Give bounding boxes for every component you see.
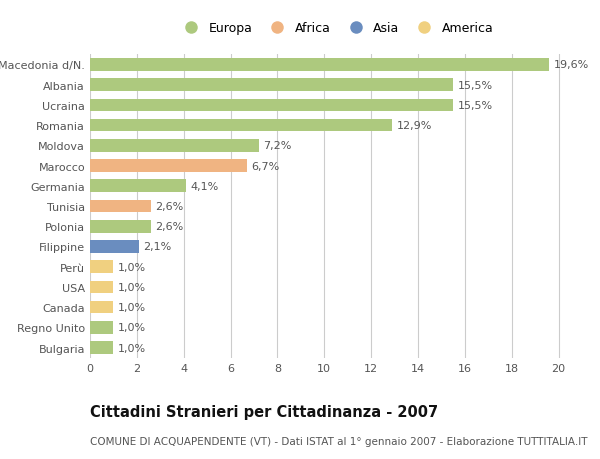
Text: 1,0%: 1,0% bbox=[118, 262, 146, 272]
Text: 1,0%: 1,0% bbox=[118, 302, 146, 313]
Bar bbox=[90, 281, 113, 294]
Bar bbox=[90, 119, 392, 132]
Text: 1,0%: 1,0% bbox=[118, 323, 146, 333]
Bar bbox=[90, 220, 151, 233]
Bar bbox=[90, 341, 113, 354]
Text: 15,5%: 15,5% bbox=[457, 80, 493, 90]
Text: 2,6%: 2,6% bbox=[155, 222, 184, 232]
Bar bbox=[90, 160, 247, 173]
Text: 19,6%: 19,6% bbox=[553, 60, 589, 70]
Bar bbox=[90, 321, 113, 334]
Text: 15,5%: 15,5% bbox=[457, 101, 493, 111]
Text: COMUNE DI ACQUAPENDENTE (VT) - Dati ISTAT al 1° gennaio 2007 - Elaborazione TUTT: COMUNE DI ACQUAPENDENTE (VT) - Dati ISTA… bbox=[90, 436, 587, 446]
Text: 1,0%: 1,0% bbox=[118, 282, 146, 292]
Bar bbox=[90, 59, 549, 72]
Bar bbox=[90, 180, 186, 193]
Bar bbox=[90, 261, 113, 274]
Text: 7,2%: 7,2% bbox=[263, 141, 291, 151]
Bar bbox=[90, 99, 453, 112]
Text: 1,0%: 1,0% bbox=[118, 343, 146, 353]
Text: Cittadini Stranieri per Cittadinanza - 2007: Cittadini Stranieri per Cittadinanza - 2… bbox=[90, 404, 438, 419]
Bar bbox=[90, 200, 151, 213]
Bar bbox=[90, 79, 453, 92]
Bar bbox=[90, 241, 139, 253]
Text: 2,1%: 2,1% bbox=[143, 242, 172, 252]
Text: 12,9%: 12,9% bbox=[397, 121, 432, 131]
Legend: Europa, Africa, Asia, America: Europa, Africa, Asia, America bbox=[178, 22, 494, 35]
Bar bbox=[90, 140, 259, 152]
Text: 6,7%: 6,7% bbox=[251, 161, 280, 171]
Text: 2,6%: 2,6% bbox=[155, 202, 184, 212]
Bar bbox=[90, 301, 113, 314]
Text: 4,1%: 4,1% bbox=[190, 181, 218, 191]
